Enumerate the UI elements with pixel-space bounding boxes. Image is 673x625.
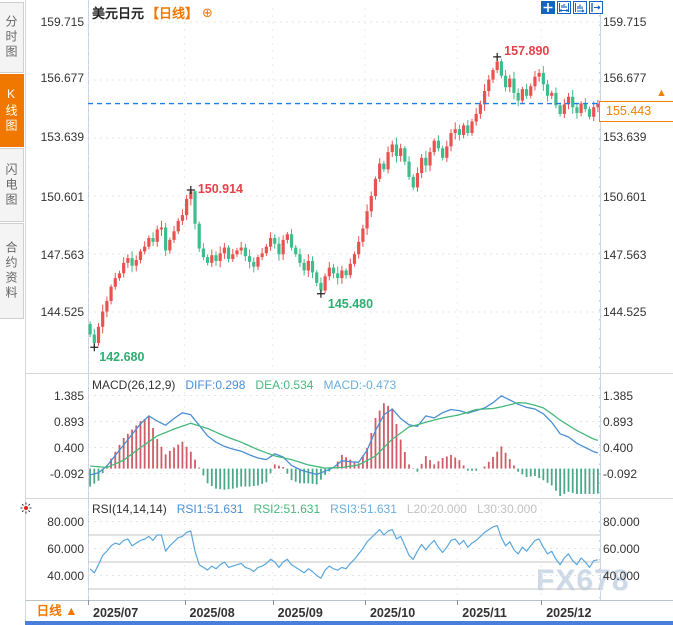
rsi-title: RSI(14,14,14): [92, 502, 167, 516]
x-axis-tick: [272, 600, 274, 605]
watermark: FX678: [536, 564, 630, 597]
macd-axis-label: -0.092: [603, 467, 638, 481]
price-up-arrow-icon: ▲: [656, 87, 667, 99]
period-tag: 【日线】: [146, 6, 199, 21]
price-axis-label: 150.601: [603, 190, 647, 204]
macd-title: MACD(26,12,9): [92, 378, 176, 392]
horizontal-scrollbar[interactable]: [25, 621, 673, 625]
x-axis-date: 2025/10: [369, 606, 416, 620]
x-axis-tick: [457, 600, 459, 605]
macd-axis-label: 0.893: [53, 415, 84, 429]
price-axis-label: 147.563: [40, 248, 84, 262]
price-axis-label: 156.677: [603, 71, 647, 85]
panel-separator-macd: [25, 373, 673, 374]
rsi2-value: RSI2:51.631: [253, 502, 321, 516]
chart-toolbar: [541, 1, 603, 14]
x-axis-date: 2025/09: [277, 606, 323, 620]
indicator-alert-icon[interactable]: [20, 501, 32, 519]
macd-chart-canvas[interactable]: [88, 376, 600, 497]
macd-axis-label: 0.400: [603, 441, 634, 455]
sidebar: 分时图 K线图 闪电图 合约资料: [0, 0, 26, 625]
rsi1-value: RSI1:51.631: [176, 502, 244, 516]
price-axis-label: 153.639: [603, 130, 647, 144]
rsi-axis-label: 60.000: [603, 542, 640, 556]
period-selector-label: 日线: [36, 604, 62, 618]
sidebar-tab-timeline-chart[interactable]: 分时图: [0, 2, 24, 73]
macd-axis-label: -0.092: [49, 467, 84, 481]
x-axis-tick: [88, 600, 89, 605]
rsi-l30-value: L30:30.000: [476, 502, 537, 516]
xaxis-separator: [25, 600, 673, 601]
macd-header: MACD(26,12,9) DIFF:0.298 DEA:0.534 MACD:…: [92, 378, 396, 392]
svg-text:145.480: 145.480: [328, 297, 373, 311]
zoom-in-range-icon[interactable]: [573, 1, 587, 14]
indicator-add-icon[interactable]: ⊕: [202, 4, 213, 20]
svg-text:150.914: 150.914: [198, 182, 243, 196]
price-axis-label: 156.677: [40, 71, 84, 85]
price-axis-label: 153.639: [40, 130, 84, 144]
x-axis-date: 2025/08: [189, 606, 235, 620]
sidebar-tab-label: 分时图: [4, 15, 18, 60]
rsi-chart-canvas[interactable]: [88, 500, 600, 600]
price-axis-label: 159.715: [40, 15, 84, 29]
price-axis-label: 150.601: [40, 190, 84, 204]
price-axis-label: 144.525: [603, 305, 647, 319]
rsi3-value: RSI3:51.631: [330, 502, 397, 516]
svg-text:142.680: 142.680: [99, 350, 144, 364]
sidebar-tab-contract-info[interactable]: 合约资料: [0, 223, 24, 319]
x-axis-date: 2025/07: [93, 606, 139, 620]
sidebar-tab-candlestick-chart[interactable]: K线图: [0, 74, 24, 147]
macd-dea-value: DEA:0.534: [255, 378, 314, 392]
x-axis-date: 2025/11: [462, 606, 507, 620]
macd-axis-label: 1.385: [603, 389, 634, 403]
price-axis-label: 144.525: [40, 305, 84, 319]
panel-separator-rsi: [25, 498, 673, 499]
rsi-axis-label: 40.000: [603, 569, 640, 583]
x-axis-tick: [184, 600, 186, 605]
symbol-name: 美元日元: [92, 6, 145, 21]
rsi-header: RSI(14,14,14) RSI1:51.631 RSI2:51.631 RS…: [92, 502, 537, 516]
x-axis-date: 2025/12: [546, 606, 592, 620]
period-up-triangle-icon: ▲: [65, 604, 78, 618]
rsi-axis-label: 80.000: [47, 515, 84, 529]
macd-axis-label: 0.893: [603, 415, 634, 429]
period-selector[interactable]: 日线 ▲: [26, 601, 88, 622]
crosshair-tool-icon[interactable]: [541, 1, 555, 14]
zoom-range-horizontal-icon[interactable]: [557, 1, 571, 14]
sidebar-tab-lightning-chart[interactable]: 闪电图: [0, 148, 24, 222]
macd-axis-label: 1.385: [53, 389, 84, 403]
svg-text:157.890: 157.890: [504, 44, 549, 58]
sidebar-tab-label: 合约资料: [4, 241, 18, 301]
sidebar-tab-label: 闪电图: [4, 162, 18, 208]
rsi-axis-label: 60.000: [47, 542, 84, 556]
price-axis-label: 159.715: [603, 15, 647, 29]
main-price-chart-canvas[interactable]: 157.890 150.914 145.480 142.680: [88, 0, 600, 373]
current-price-badge: 155.443: [599, 101, 673, 122]
price-axis-label: 147.563: [603, 248, 647, 262]
jump-to-latest-icon[interactable]: [589, 1, 603, 14]
chart-title: 美元日元 【日线】 ⊕: [92, 3, 213, 22]
x-axis-tick: [364, 600, 366, 605]
rsi-axis-label: 40.000: [47, 569, 84, 583]
rsi-l20-value: L20:20.000: [406, 502, 467, 516]
x-axis-tick: [541, 600, 543, 605]
macd-axis-label: 0.400: [53, 441, 84, 455]
plot-right-border: [600, 0, 601, 600]
sidebar-tab-label: K线图: [4, 87, 18, 134]
rsi-axis-label: 80.000: [603, 515, 640, 529]
macd-macd-value: MACD:-0.473: [323, 378, 397, 392]
macd-diff-value: DIFF:0.298: [185, 378, 246, 392]
